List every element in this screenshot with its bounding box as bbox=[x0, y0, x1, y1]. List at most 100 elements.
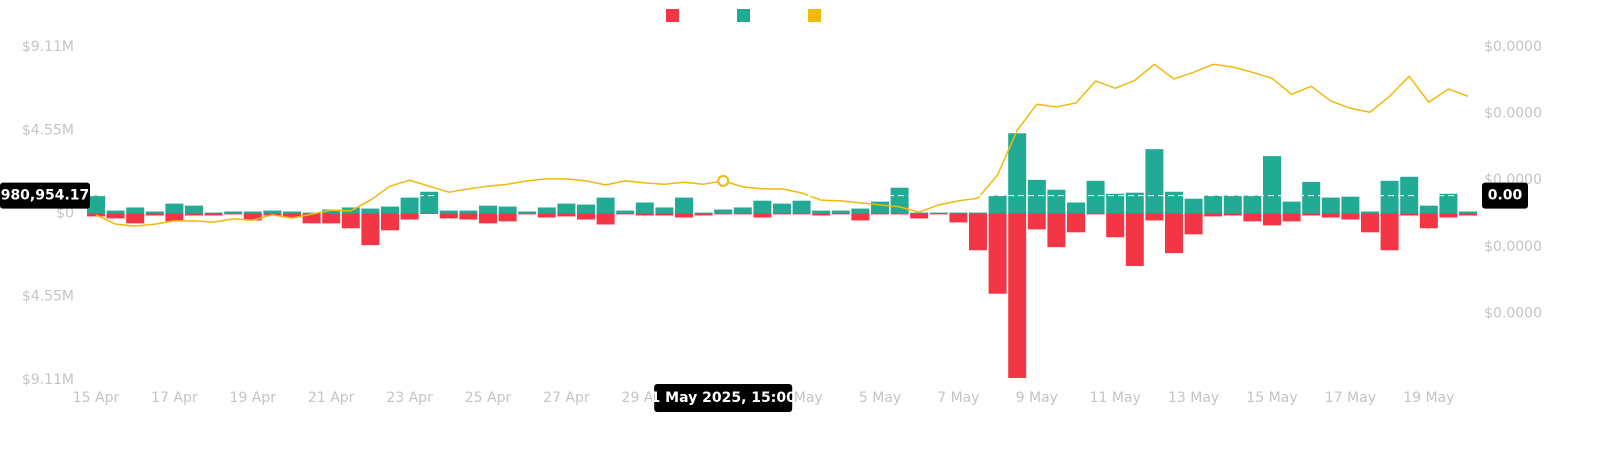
crosshair-badge bbox=[1482, 182, 1528, 209]
bar bbox=[1282, 201, 1301, 214]
bar bbox=[1341, 213, 1360, 220]
bar bbox=[381, 213, 399, 231]
bar bbox=[1459, 213, 1477, 216]
bar bbox=[165, 203, 184, 214]
y-tick-label: $9.11M bbox=[22, 372, 74, 388]
bar bbox=[1145, 213, 1164, 221]
bar bbox=[655, 213, 674, 216]
bar bbox=[1184, 198, 1203, 214]
bar bbox=[1125, 192, 1144, 214]
bar bbox=[1047, 213, 1066, 248]
bar bbox=[439, 210, 458, 214]
bar bbox=[1302, 181, 1321, 214]
crosshair-badge bbox=[0, 182, 90, 209]
bar bbox=[1008, 213, 1027, 378]
x-tick-label: 5 May bbox=[859, 390, 901, 406]
bar bbox=[1086, 180, 1105, 214]
bar bbox=[263, 210, 282, 214]
bar bbox=[831, 213, 850, 215]
bar bbox=[557, 203, 576, 214]
bar bbox=[1067, 213, 1085, 233]
bar bbox=[1047, 189, 1066, 214]
bar bbox=[537, 207, 556, 214]
legend-swatch bbox=[737, 9, 750, 22]
crosshair-y2-label: 0.00 bbox=[1488, 188, 1523, 204]
bar bbox=[185, 205, 203, 214]
bar bbox=[655, 207, 674, 214]
bar bbox=[616, 210, 635, 214]
bar bbox=[1184, 213, 1203, 235]
bar bbox=[283, 213, 301, 218]
bar bbox=[1380, 180, 1399, 214]
bar bbox=[1204, 195, 1223, 214]
bar bbox=[616, 213, 635, 215]
bar bbox=[87, 195, 105, 214]
bar bbox=[322, 213, 341, 224]
bar bbox=[773, 203, 791, 214]
bar bbox=[1086, 213, 1105, 215]
bar bbox=[871, 201, 889, 214]
bar bbox=[204, 212, 223, 214]
bar bbox=[675, 213, 693, 218]
bar bbox=[302, 213, 321, 224]
bar bbox=[1067, 202, 1085, 214]
bar bbox=[479, 205, 497, 214]
bar bbox=[812, 213, 831, 216]
bar bbox=[929, 213, 948, 215]
legend-swatch bbox=[808, 9, 821, 22]
bar bbox=[106, 210, 125, 214]
y2-tick-label: $0.0000 bbox=[1484, 39, 1542, 55]
bar bbox=[1027, 179, 1046, 214]
bar bbox=[949, 212, 968, 214]
bar bbox=[204, 213, 223, 216]
bar bbox=[635, 202, 654, 214]
bar bbox=[185, 213, 203, 216]
bar bbox=[871, 213, 889, 215]
bar bbox=[537, 213, 556, 218]
bar bbox=[1361, 211, 1379, 214]
price-line bbox=[95, 63, 1469, 227]
bar bbox=[498, 213, 517, 222]
bar bbox=[753, 200, 772, 214]
y2-tick-label: $0.0000 bbox=[1484, 239, 1542, 255]
bar bbox=[969, 212, 987, 214]
bar bbox=[420, 213, 439, 214]
bar bbox=[1459, 211, 1477, 214]
bar bbox=[1439, 193, 1458, 214]
bar bbox=[1263, 156, 1281, 214]
bar bbox=[381, 206, 399, 214]
bar bbox=[969, 213, 987, 251]
bar bbox=[145, 213, 164, 216]
x-tick-label: 17 May bbox=[1325, 390, 1376, 406]
bar bbox=[577, 204, 595, 214]
bar bbox=[400, 197, 419, 214]
bar bbox=[733, 213, 752, 215]
bar bbox=[910, 212, 929, 214]
bar bbox=[635, 213, 654, 216]
bar bbox=[459, 213, 478, 220]
y-tick-label: $0 bbox=[56, 206, 74, 222]
bar bbox=[851, 208, 870, 214]
legend-swatch bbox=[666, 9, 679, 22]
bar bbox=[145, 211, 164, 214]
bar bbox=[714, 213, 733, 215]
bar bbox=[439, 213, 458, 219]
bar bbox=[851, 213, 870, 221]
bar bbox=[910, 213, 929, 219]
x-tick-label: 23 Apr bbox=[386, 390, 433, 406]
bar bbox=[224, 213, 243, 215]
bar bbox=[459, 210, 478, 214]
crosshair-x-label: 1 May 2025, 15:00 bbox=[651, 390, 797, 406]
bar bbox=[1341, 196, 1360, 214]
bar bbox=[596, 213, 615, 225]
bar bbox=[831, 210, 850, 214]
bar bbox=[733, 207, 752, 214]
bar bbox=[577, 213, 595, 220]
y2-tick-label: $0.0000 bbox=[1484, 305, 1542, 321]
bar bbox=[1321, 197, 1340, 214]
bar bbox=[361, 208, 380, 214]
bar bbox=[1263, 213, 1281, 226]
bar bbox=[1204, 213, 1223, 217]
bar bbox=[812, 210, 831, 214]
